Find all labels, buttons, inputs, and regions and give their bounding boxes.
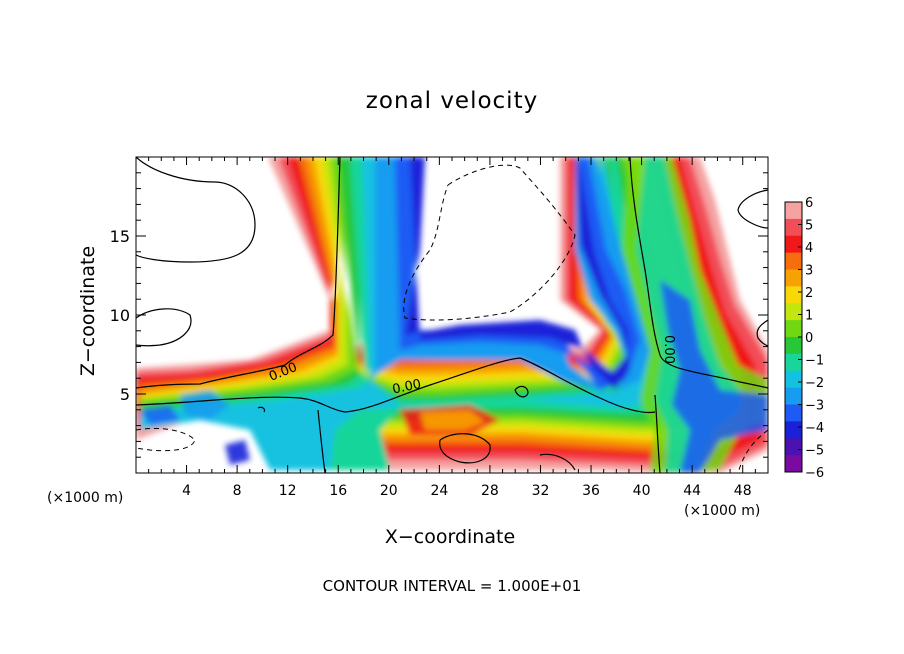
colorbar-swatch bbox=[785, 421, 802, 439]
colorbar-swatch bbox=[785, 269, 802, 287]
colorbar-swatch bbox=[785, 455, 802, 473]
x-tick-label: 32 bbox=[532, 483, 550, 499]
colorbar-tick-label: 3 bbox=[805, 264, 813, 279]
contour-label: 0.00 bbox=[661, 335, 676, 364]
colorbar-swatch bbox=[785, 320, 802, 338]
colorbar-tick-label: 1 bbox=[805, 309, 813, 324]
x-tick-label: 20 bbox=[380, 483, 398, 499]
x-axis: 4 8 12 16 20 24 28 32 36 40 44 48 bbox=[148, 157, 756, 499]
colorbar-swatch bbox=[785, 286, 802, 304]
colorbar-swatch bbox=[785, 353, 802, 372]
colorbar-tick-label: −5 bbox=[805, 444, 824, 459]
y-axis-label: Z−coordinate bbox=[77, 245, 99, 377]
chart-title: zonal velocity bbox=[365, 88, 539, 114]
colorbar-tick-label: −1 bbox=[805, 354, 824, 369]
contour-label: 0.00 bbox=[391, 377, 422, 398]
colorbar-swatch bbox=[785, 337, 802, 355]
colorbar-swatch bbox=[785, 252, 802, 270]
y-tick-label: 10 bbox=[110, 306, 130, 325]
x-tick-label: 24 bbox=[430, 483, 448, 499]
colorbar-tick-label: −4 bbox=[805, 421, 824, 436]
x-axis-label: X−coordinate bbox=[384, 526, 516, 548]
x-tick-label: 12 bbox=[279, 483, 297, 499]
colorbar-tick-label: 5 bbox=[805, 219, 813, 234]
y-tick-label: 5 bbox=[120, 385, 130, 404]
colorbar-tick-label: 6 bbox=[805, 196, 813, 211]
y-tick-label: 15 bbox=[110, 227, 130, 246]
x-unit-label: (×1000 m) bbox=[47, 490, 124, 506]
colorbar: 6 5 4 3 2 1 0 −1 −2 −3 −4 −5 −6 bbox=[784, 196, 824, 481]
colorbar-tick-label: −6 bbox=[805, 466, 824, 481]
colorbar-swatch bbox=[785, 235, 802, 254]
colorbar-swatch bbox=[785, 303, 802, 321]
x-tick-label: 36 bbox=[582, 483, 600, 499]
colorbar-swatch bbox=[785, 202, 802, 220]
colorbar-tick-label: −3 bbox=[805, 399, 824, 414]
contour-interval-note: CONTOUR INTERVAL = 1.000E+01 bbox=[322, 577, 582, 595]
x-tick-label: 8 bbox=[233, 483, 242, 499]
colorbar-tick-label: 2 bbox=[805, 286, 813, 301]
x-unit-label: (×1000 m) bbox=[684, 503, 761, 519]
y-axis: 5 10 15 bbox=[110, 172, 768, 458]
x-tick-label: 48 bbox=[734, 483, 752, 499]
x-tick-label: 40 bbox=[633, 483, 651, 499]
colorbar-swatch bbox=[785, 438, 802, 456]
colorbar-tick-label: −2 bbox=[805, 376, 824, 391]
x-tick-label: 16 bbox=[329, 483, 347, 499]
velocity-field: 0.00 0.00 0.00 bbox=[136, 157, 768, 473]
colorbar-tick-label: 4 bbox=[805, 241, 813, 256]
colorbar-tick-label: 0 bbox=[805, 331, 813, 346]
x-tick-label: 28 bbox=[481, 483, 499, 499]
colorbar-swatch bbox=[785, 218, 802, 237]
x-tick-label: 4 bbox=[182, 483, 191, 499]
colorbar-swatch bbox=[785, 387, 802, 405]
colorbar-swatch bbox=[785, 370, 802, 389]
colorbar-swatch bbox=[785, 404, 802, 422]
x-tick-label: 44 bbox=[683, 483, 701, 499]
